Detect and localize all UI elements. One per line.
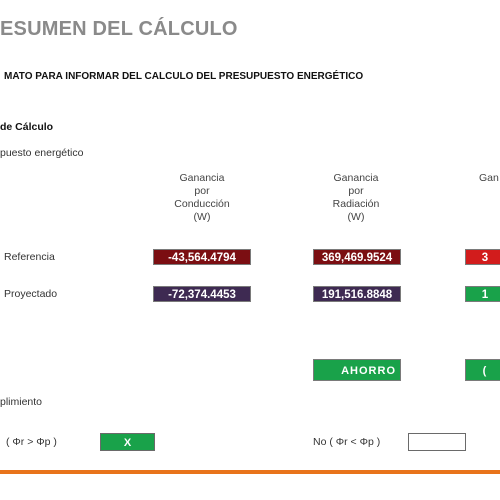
cumple-no-checkbox[interactable] (408, 433, 466, 451)
proyectado-radiacion-value: 191,516.8848 (313, 286, 401, 302)
column-header-line: (W) (347, 211, 365, 223)
column-header-line: Ganancia (333, 172, 379, 184)
referencia-conduccion-value: -43,564.4794 (153, 249, 251, 265)
proyectado-third-value: 1 (465, 286, 500, 302)
column-header-radiacion: Ganancia por Radiación (W) (301, 172, 411, 224)
footer-divider (0, 470, 500, 474)
section-title: de Cálculo (0, 121, 54, 133)
column-header-line: por (194, 185, 210, 197)
ahorro-badge: AHORRO (313, 359, 401, 381)
column-header-line: (W) (193, 211, 211, 223)
row-label-referencia: Referencia (4, 251, 55, 263)
column-header-line: Radiación (332, 198, 380, 210)
column-header-line: Conducción (174, 198, 230, 210)
ahorro-third-badge: ( (465, 359, 500, 381)
proyectado-conduccion-value: -72,374.4453 (153, 286, 251, 302)
page-title: ESUMEN DEL CÁLCULO (0, 18, 238, 40)
row-label-proyectado: Proyectado (4, 288, 58, 300)
referencia-radiacion-value: 369,469.9524 (313, 249, 401, 265)
cumplimiento-label: plimiento (0, 396, 43, 408)
page-subtitle: MATO PARA INFORMAR DEL CALCULO DEL PRESU… (4, 71, 364, 82)
cumple-si-condition: ( Φr > Φp ) (6, 436, 57, 448)
column-header-third: Gan (479, 172, 499, 184)
column-header-conduccion: Ganancia por Conducción (W) (147, 172, 257, 224)
cumple-no-condition: No ( Φr < Φp ) (313, 436, 381, 448)
column-header-line: por (348, 185, 364, 197)
referencia-third-value: 3 (465, 249, 500, 265)
section-subtitle: puesto energético (0, 147, 84, 159)
cumple-si-checkbox[interactable]: X (100, 433, 155, 451)
column-header-line: Ganancia (179, 172, 225, 184)
